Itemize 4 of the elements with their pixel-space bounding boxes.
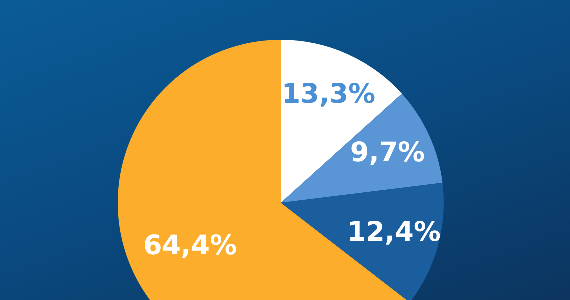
data-label: 12,4% bbox=[347, 217, 442, 248]
data-label: 13,3% bbox=[282, 78, 376, 110]
data-label: 64,4% bbox=[143, 230, 238, 262]
data-label: 9,7% bbox=[350, 137, 426, 168]
